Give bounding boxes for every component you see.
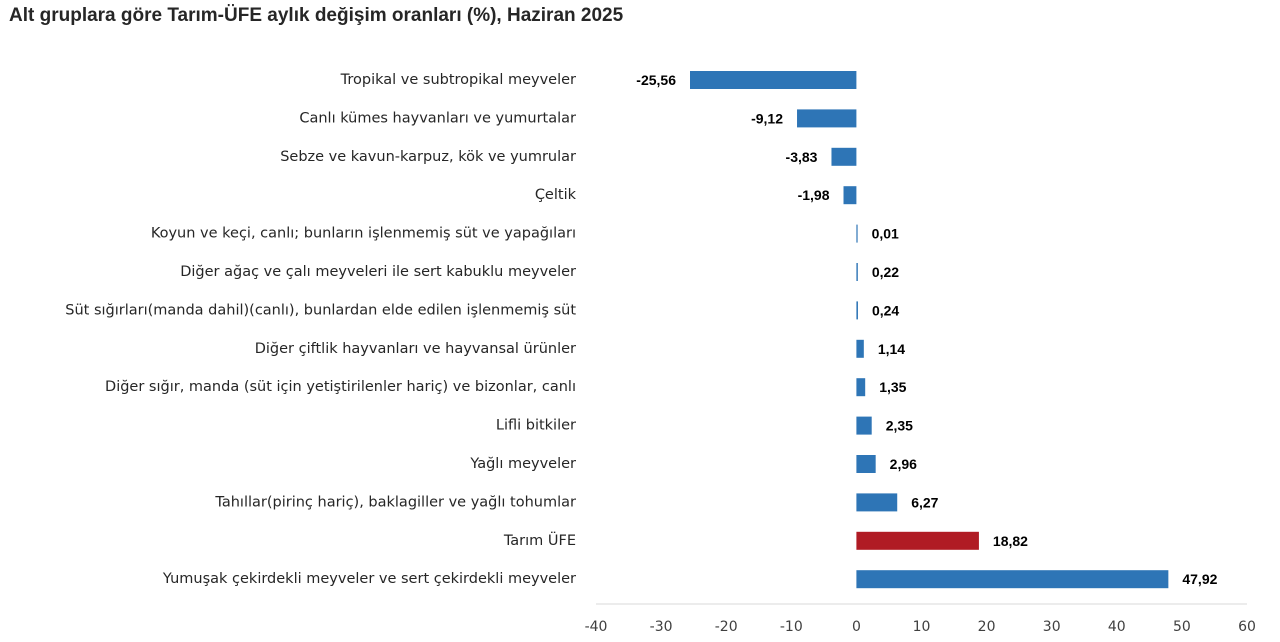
x-tick-label: 40: [1108, 619, 1126, 635]
value-label-diger-agac-ve-cali-meyveleri-ile-sert-ka: 0,22: [872, 264, 899, 280]
category-label-diger-sigir-manda-sut-icin-yetistirilenl: Diğer sığır, manda (süt için yetiştirile…: [105, 379, 576, 395]
value-label-yumusak-cekirdekli-meyveler-ve-sert-ceki: 47,92: [1182, 571, 1217, 587]
x-tick-label: 60: [1238, 619, 1256, 635]
x-tick-label: 30: [1043, 619, 1061, 635]
chart-title: Alt gruplara göre Tarım-ÜFE aylık değişi…: [9, 5, 624, 26]
value-label-celtik: -1,98: [798, 187, 830, 203]
bar-lifli-bitkiler: [856, 416, 872, 435]
x-tick-label: -40: [585, 619, 608, 635]
category-labels: Tropikal ve subtropikal meyveler Canlı kü…: [65, 72, 576, 587]
x-tick-label: -20: [715, 619, 738, 635]
value-label-diger-sigir-manda-sut-icin-yetistirilenl: 1,35: [879, 379, 906, 395]
value-label-diger-ciftlik-hayvanlari-ve-hayvansal-ur: 1,14: [878, 341, 905, 357]
bars-layer: [690, 71, 1169, 589]
value-label-sut-sigirlari-manda-dahil-canli-bunlarda: 0,24: [872, 302, 899, 318]
category-label-diger-ciftlik-hayvanlari-ve-hayvansal-ur: Diğer çiftlik hayvanları ve hayvansal ür…: [255, 341, 576, 357]
value-label-sebze-ve-kavun-karpuz-kok-ve-yumrular: -3,83: [786, 149, 818, 165]
x-tick-label: 50: [1173, 619, 1191, 635]
bar-tahillar-pirinc-haric-baklagiller-ve-yag: [856, 493, 898, 512]
category-label-canli-kumes-hayvanlari-ve-yumurtalar: Canlı kümes hayvanları ve yumurtalar: [299, 110, 576, 126]
category-label-sebze-ve-kavun-karpuz-kok-ve-yumrular: Sebze ve kavun-karpuz, kök ve yumrular: [280, 149, 576, 165]
value-label-tropikal-ve-subtropikal-meyveler: -25,56: [636, 72, 676, 88]
category-label-diger-agac-ve-cali-meyveleri-ile-sert-ka: Diğer ağaç ve çalı meyveleri ile sert ka…: [180, 264, 576, 280]
bar-yumusak-cekirdekli-meyveler-ve-sert-ceki: [856, 570, 1169, 589]
value-label-yagli-meyveler: 2,96: [890, 456, 917, 472]
value-label-tahillar-pirinc-haric-baklagiller-ve-yag: 6,27: [911, 494, 938, 510]
bar-diger-ciftlik-hayvanlari-ve-hayvansal-ur: [856, 339, 864, 358]
bar-diger-sigir-manda-sut-icin-yetistirilenl: [856, 378, 866, 397]
bar-koyun-ve-keci-canli-bunlarin-islenmemis-: [856, 224, 858, 243]
value-label-koyun-ve-keci-canli-bunlarin-islenmemis-: 0,01: [872, 226, 899, 242]
bar-sut-sigirlari-manda-dahil-canli-bunlarda: [856, 301, 858, 320]
bar-celtik: [843, 186, 857, 205]
category-label-lifli-bitkiler: Lifli bitkiler: [496, 418, 576, 434]
x-tick-label: 0: [852, 619, 861, 635]
bar-tropikal-ve-subtropikal-meyveler: [690, 71, 857, 89]
category-label-celtik: Çeltik: [535, 187, 577, 203]
category-label-sut-sigirlari-manda-dahil-canli-bunlarda: Süt sığırları(manda dahil)(canlı), bunla…: [65, 302, 576, 318]
value-labels: -25,56 -9,12 -3,83 -1,98 0,01 0,22 0,24 1,14 1,3…: [636, 72, 1217, 587]
category-label-tropikal-ve-subtropikal-meyveler: Tropikal ve subtropikal meyveler: [340, 72, 576, 88]
bar-canli-kumes-hayvanlari-ve-yumurtalar: [797, 109, 857, 128]
value-label-tarim-ufe: 18,82: [993, 533, 1028, 549]
bar-diger-agac-ve-cali-meyveleri-ile-sert-ka: [856, 263, 858, 281]
x-tick-label: 10: [913, 619, 931, 635]
bar-yagli-meyveler: [856, 455, 876, 473]
category-label-yagli-meyveler: Yağlı meyveler: [469, 456, 576, 472]
x-tick-label: 20: [978, 619, 996, 635]
category-label-tahillar-pirinc-haric-baklagiller-ve-yag: Tahıllar(pirinç hariç), baklagiller ve y…: [214, 494, 576, 510]
x-axis-ticks: -40 -30 -20 -10 0 10 20 30 40 50 60: [585, 619, 1256, 635]
value-label-lifli-bitkiler: 2,35: [886, 418, 913, 434]
x-tick-label: -10: [780, 619, 803, 635]
category-label-tarim-ufe: Tarım ÜFE: [503, 531, 576, 549]
category-label-yumusak-cekirdekli-meyveler-ve-sert-ceki: Yumuşak çekirdekli meyveler ve sert çeki…: [162, 571, 576, 587]
category-label-koyun-ve-keci-canli-bunlarin-islenmemis-: Koyun ve keçi, canlı; bunların işlenmemi…: [151, 226, 576, 242]
value-label-canli-kumes-hayvanlari-ve-yumurtalar: -9,12: [751, 110, 783, 126]
x-tick-label: -30: [650, 619, 673, 635]
bar-tarim-ufe: [856, 531, 979, 550]
bar-sebze-ve-kavun-karpuz-kok-ve-yumrular: [831, 147, 857, 166]
